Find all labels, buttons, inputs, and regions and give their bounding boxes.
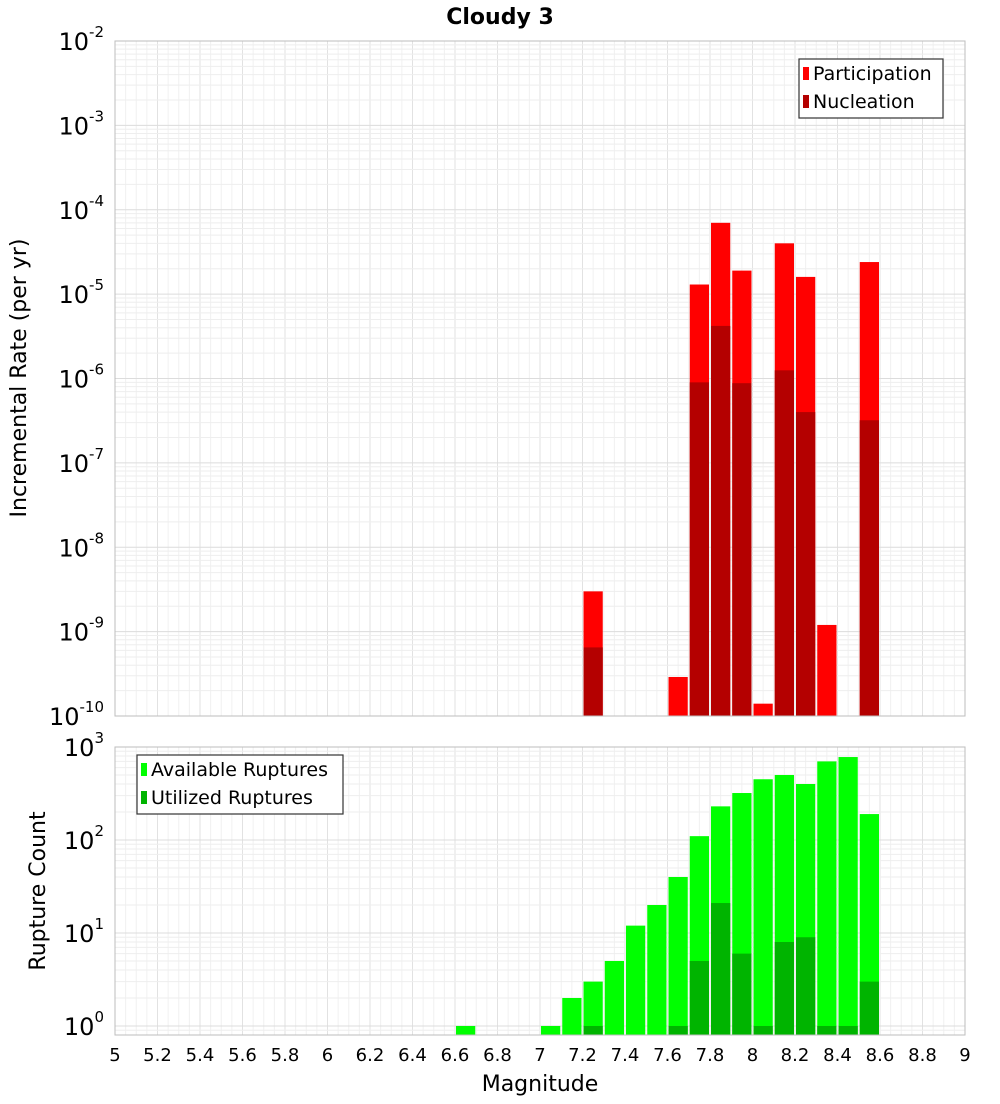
bar (647, 904, 667, 1035)
y-tick-label: 101 (64, 915, 104, 948)
bar (774, 370, 794, 716)
x-tick-label: 7.8 (696, 1045, 725, 1066)
x-tick-label: 8.6 (866, 1045, 895, 1066)
x-tick-label: 5.8 (271, 1045, 300, 1066)
x-tick-label: 7 (534, 1045, 545, 1066)
bar (732, 953, 752, 1035)
x-tick-label: 6.4 (398, 1045, 427, 1066)
bar (711, 325, 731, 716)
legend-label: Nucleation (813, 91, 915, 113)
legend-label: Available Ruptures (151, 759, 328, 781)
bar (838, 1025, 858, 1035)
x-tick-label: 9 (959, 1045, 970, 1066)
y-gridlines (115, 40, 965, 717)
x-tick-labels: 5 5.2 5.4 5.6 5.8 6 6.2 6.4 6.6 6.8 7 7.2 7.4 7.6 7.8 8… (109, 1045, 970, 1066)
x-tick-label: 6.2 (356, 1045, 385, 1066)
x-tick-label: 5.6 (228, 1045, 257, 1066)
bar (689, 382, 709, 716)
bar (859, 814, 879, 1035)
x-tick-label: 8 (747, 1045, 758, 1066)
bar (583, 647, 603, 716)
bar (604, 960, 624, 1035)
y-tick-label: 10-7 (58, 445, 104, 478)
bar (817, 624, 837, 716)
x-tick-label: 5.2 (143, 1045, 172, 1066)
x-tick-label: 5.4 (186, 1045, 215, 1066)
bar (796, 412, 816, 716)
bar (753, 779, 773, 1035)
x-tick-label: 8.2 (781, 1045, 810, 1066)
y-tick-label: 10-10 (49, 698, 104, 731)
bar (732, 383, 752, 716)
legend-box (136, 754, 344, 815)
bar (817, 1025, 837, 1035)
bar (817, 761, 837, 1035)
chart-title: Cloudy 3 (446, 5, 554, 30)
bar (838, 757, 858, 1035)
bar (456, 1025, 476, 1035)
legend: Participation Nucleation (798, 58, 944, 119)
bar (541, 1025, 561, 1035)
plot-frame (114, 746, 966, 1036)
panel-0: 10-10 10-9 10-8 10-7 10-6 10-5 10-4 10-3 10-2 Par… (49, 23, 966, 731)
bottom-y-axis-label: Rupture Count (26, 811, 51, 971)
bar (689, 960, 709, 1035)
legend-swatch (803, 67, 809, 80)
x-tick-label: 5 (109, 1045, 120, 1066)
bar (753, 1025, 773, 1035)
bar (668, 1025, 688, 1035)
plot-frame (114, 40, 966, 717)
bar (711, 903, 731, 1035)
x-tick-label: 8.4 (823, 1045, 852, 1066)
series-nucleation (583, 325, 879, 716)
x-tick-label: 6.6 (441, 1045, 470, 1066)
panel-1: 100 101 102 103 5 5.2 5.4 5.6 5.8 6 6.2 6.4 6.6 6.8 7 7… (64, 729, 971, 1066)
x-tick-label: 7.4 (611, 1045, 640, 1066)
bar (753, 703, 773, 716)
y-tick-label: 10-9 (58, 614, 104, 647)
legend-swatch (803, 95, 809, 108)
y-tick-label: 10-4 (58, 192, 104, 225)
bar (626, 925, 646, 1035)
y-tick-label: 100 (64, 1008, 104, 1041)
x-tick-label: 8.8 (908, 1045, 937, 1066)
legend: Available Ruptures Utilized Ruptures (136, 754, 344, 815)
bar (859, 981, 879, 1035)
x-tick-label: 7.2 (568, 1045, 597, 1066)
bar (562, 997, 582, 1035)
legend-swatch (141, 791, 147, 804)
bar (583, 1025, 603, 1035)
x-axis-label: Magnitude (482, 1072, 599, 1097)
y-tick-label: 103 (64, 729, 104, 762)
x-tick-label: 6 (322, 1045, 333, 1066)
y-tick-label: 10-2 (58, 23, 104, 56)
x-tick-label: 7.6 (653, 1045, 682, 1066)
bar (583, 981, 603, 1035)
y-tick-label: 10-5 (58, 276, 104, 309)
legend-box (798, 58, 944, 119)
y-tick-label: 10-8 (58, 529, 104, 562)
legend-label: Utilized Ruptures (151, 787, 313, 809)
bar (668, 676, 688, 716)
y-tick-label: 10-3 (58, 107, 104, 140)
top-y-axis-label: Incremental Rate (per yr) (7, 239, 32, 518)
y-tick-label: 102 (64, 822, 104, 855)
bar (859, 420, 879, 716)
legend-swatch (141, 763, 147, 776)
bar (796, 937, 816, 1035)
x-tick-label: 6.8 (483, 1045, 512, 1066)
y-tick-label: 10-6 (58, 361, 104, 394)
bar (774, 942, 794, 1035)
series-utilized-ruptures (583, 903, 879, 1035)
legend-label: Participation (813, 63, 932, 85)
bar (668, 877, 688, 1035)
